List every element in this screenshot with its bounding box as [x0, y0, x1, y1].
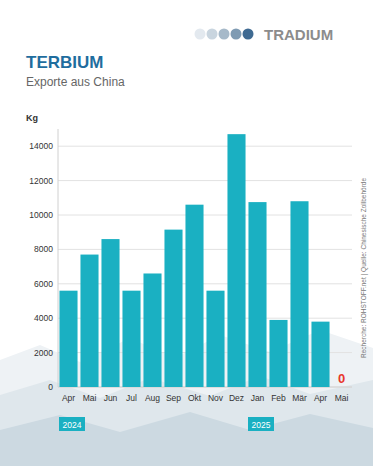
y-tick-label: 2000	[34, 348, 53, 358]
bar	[80, 255, 98, 387]
source: Recherche: ROHSTOFF.net | Quelle: Chines…	[360, 178, 368, 358]
x-tick-label: Sep	[166, 393, 181, 403]
title: TERBIUM	[26, 53, 103, 72]
subtitle: Exporte aus China	[26, 75, 125, 89]
chart-container: TRADIUM TERBIUM Exporte aus China Kg 0 2000 40…	[0, 0, 373, 466]
y-axis-label: Kg	[26, 113, 38, 123]
bar	[185, 205, 203, 387]
bar	[164, 230, 182, 387]
y-tick-label: 10000	[29, 210, 53, 220]
x-tick-label: Feb	[271, 393, 286, 403]
y-tick-label: 4000	[34, 313, 53, 323]
bar	[59, 291, 77, 387]
logo-dot	[243, 29, 254, 40]
x-tick-label: Jun	[104, 393, 118, 403]
x-tick-label: Jan	[251, 393, 265, 403]
grid-line	[58, 180, 352, 181]
x-tick-label: Apr	[314, 393, 327, 403]
chart-svg: TRADIUM TERBIUM Exporte aus China Kg 0 2000 40…	[0, 0, 373, 466]
data-label: 0	[338, 371, 345, 386]
x-tick-label: Apr	[62, 393, 75, 403]
logo-dot	[231, 29, 242, 40]
mountain-front	[0, 412, 373, 466]
mountain-mid	[0, 376, 373, 466]
logo-dot	[195, 29, 206, 40]
x-tick-label: Aug	[145, 393, 160, 403]
logo-dot	[219, 29, 230, 40]
y-tick-label: 6000	[34, 279, 53, 289]
y-tick-label: 12000	[29, 176, 53, 186]
x-tick-label: Okt	[188, 393, 202, 403]
year-label: 2024	[63, 420, 82, 430]
year-label: 2025	[252, 420, 271, 430]
bar	[143, 273, 161, 387]
bar	[122, 291, 140, 387]
bar	[206, 291, 224, 387]
y-tick-label: 8000	[34, 244, 53, 254]
grid	[58, 146, 352, 387]
year-box	[248, 417, 274, 431]
grid-line	[58, 146, 352, 147]
y-axis-line	[58, 129, 59, 387]
logo-dot	[207, 29, 218, 40]
x-tick-label: Mai	[83, 393, 97, 403]
bar	[227, 134, 245, 387]
bar	[290, 201, 308, 387]
bar	[101, 239, 119, 387]
bars	[59, 134, 329, 387]
x-tick-label: Mär	[292, 393, 307, 403]
bar	[248, 202, 266, 387]
x-tick-label: Mai	[335, 393, 349, 403]
bar	[269, 320, 287, 387]
bar	[332, 387, 350, 388]
y-tick-label: 0	[48, 382, 53, 392]
year-box	[59, 417, 85, 431]
bar	[311, 322, 329, 387]
x-tick-label: Jul	[126, 393, 137, 403]
x-tick-label: Dez	[229, 393, 244, 403]
logo: TRADIUM	[264, 26, 333, 43]
y-tick-label: 14000	[29, 141, 53, 151]
x-tick-label: Nov	[208, 393, 224, 403]
